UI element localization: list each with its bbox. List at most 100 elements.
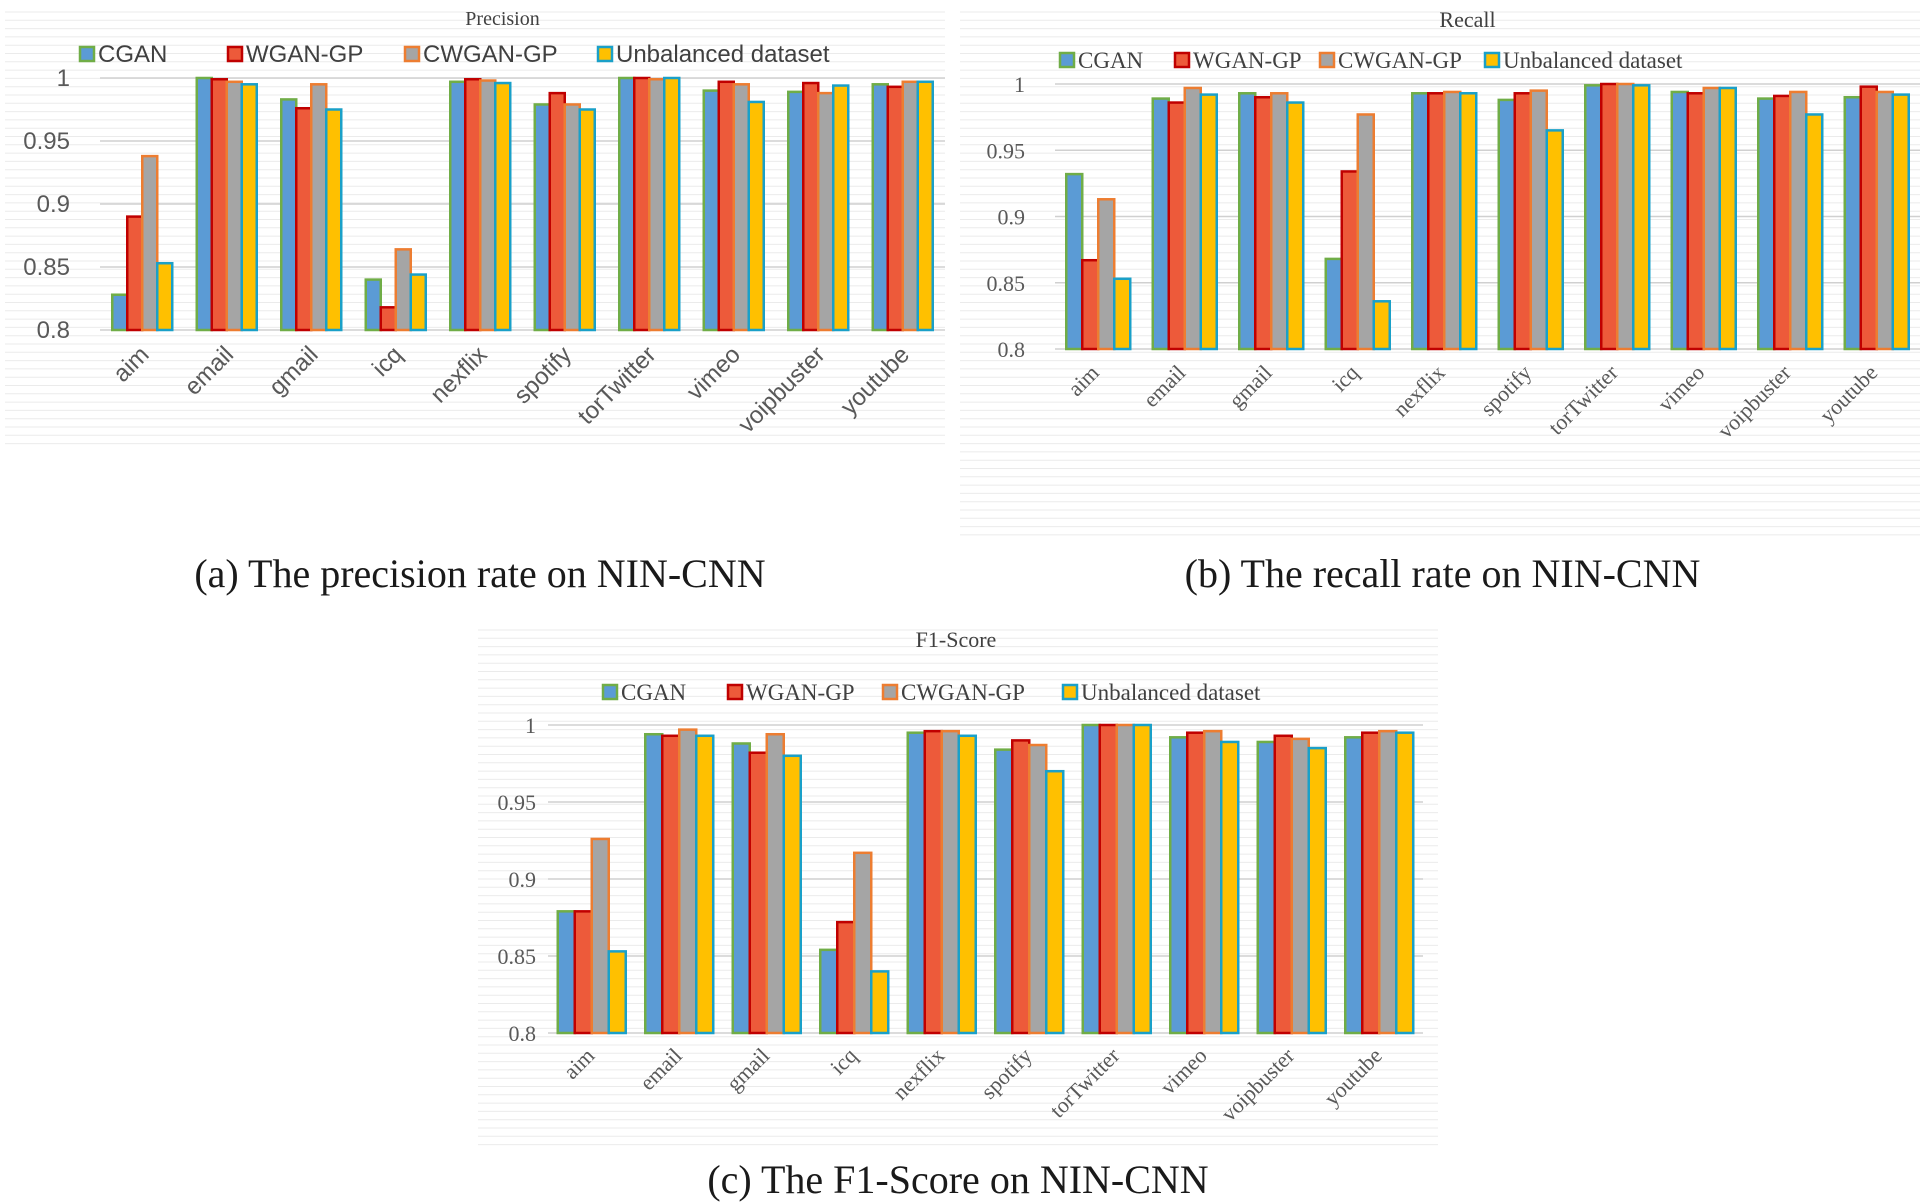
precision-bars: [111, 76, 934, 332]
f1-score-bars: [556, 723, 1415, 1035]
precision-bar-aim-cwgan-gp: [141, 154, 159, 332]
precision-category-label: vimeo: [682, 341, 746, 405]
f1-score-bar-spotify-unbalanced-dataset: [1045, 769, 1065, 1035]
caption-f1-score: (c) The F1-Score on NIN-CNN: [707, 1157, 1209, 1202]
recall-bar-icq-unbalanced-dataset: [1372, 300, 1391, 351]
f1-score-legend-label: CGAN: [621, 680, 687, 705]
recall-bar-tortwitter-cwgan-gp: [1616, 82, 1635, 351]
precision-bar-gmail-cgan: [280, 98, 298, 332]
recall-bar-aim-unbalanced-dataset: [1113, 277, 1132, 351]
f1-score-bar-youtube-cwgan-gp: [1378, 729, 1398, 1035]
f1-score-bar-youtube-cgan: [1344, 736, 1364, 1035]
precision-bar-gmail-wgan-gp: [295, 106, 313, 332]
f1-score-bar-tortwitter-cwgan-gp: [1115, 723, 1135, 1035]
f1-score-bar-nexflix-cgan: [906, 731, 926, 1035]
recall-legend-item-cgan: CGAN: [1058, 48, 1144, 73]
f1-score-bar-email-unbalanced-dataset: [695, 734, 715, 1035]
recall-bar-voipbuster-cgan: [1757, 97, 1776, 351]
recall-chart-svg: Recall CGAN WGAN-GP CWGAN-GP Unbalanced data…: [960, 7, 1920, 536]
recall-legend-label: WGAN-GP: [1193, 48, 1302, 73]
f1-score-bar-vimeo-cwgan-gp: [1203, 729, 1223, 1035]
recall-y-tick-label: 0.8: [998, 337, 1026, 362]
precision-legend-item-unbalanced-dataset: Unbalanced dataset: [596, 41, 830, 68]
f1-score-chart-title: F1-Score: [916, 627, 997, 652]
f1-score-legend-item-unbalanced-dataset: Unbalanced dataset: [1061, 680, 1261, 705]
precision-category-label: nexflix: [425, 341, 492, 408]
f1-score-legend-swatch: [881, 683, 899, 701]
precision-y-tick-label: 0.95: [23, 128, 70, 155]
precision-legend-item-cgan: CGAN: [78, 41, 167, 68]
precision-bar-youtube-cwgan-gp: [901, 80, 919, 332]
f1-score-bar-voipbuster-cwgan-gp: [1290, 737, 1310, 1035]
recall-bar-nexflix-cwgan-gp: [1443, 90, 1462, 351]
f1-score-legend-swatch: [1061, 683, 1079, 701]
recall-bar-spotify-cgan: [1497, 98, 1516, 351]
f1-score-bar-aim-cgan: [556, 910, 576, 1035]
precision-legend-item-wgan-gp: WGAN-GP: [226, 41, 363, 68]
f1-score-bar-spotify-wgan-gp: [1011, 739, 1031, 1035]
caption-precision: (a) The precision rate on NIN-CNN: [194, 551, 766, 596]
precision-legend-label: CGAN: [98, 41, 167, 68]
precision-bar-email-unbalanced-dataset: [240, 83, 258, 332]
recall-bar-gmail-cgan: [1238, 92, 1257, 351]
f1-score-bar-spotify-cwgan-gp: [1028, 743, 1048, 1035]
f1-score-bar-vimeo-unbalanced-dataset: [1220, 740, 1240, 1035]
precision-bar-vimeo-wgan-gp: [717, 80, 735, 332]
f1-score-category-label: email: [635, 1043, 687, 1095]
precision-bar-youtube-cgan: [871, 83, 889, 332]
f1-score-y-tick-label: 0.85: [498, 944, 537, 969]
recall-category-label: vimeo: [1653, 360, 1710, 417]
recall-legend-swatch: [1173, 51, 1191, 69]
precision-legend-label: Unbalanced dataset: [616, 41, 830, 68]
recall-bar-spotify-cwgan-gp: [1529, 89, 1548, 351]
precision-category-label: gmail: [264, 341, 324, 401]
recall-legend-item-unbalanced-dataset: Unbalanced dataset: [1483, 48, 1683, 73]
precision-bar-icq-wgan-gp: [379, 306, 397, 332]
recall-bar-spotify-wgan-gp: [1513, 92, 1532, 351]
recall-bar-aim-wgan-gp: [1081, 258, 1100, 351]
precision-legend-label: WGAN-GP: [246, 41, 363, 68]
precision-category-label: voipbuster: [733, 341, 830, 438]
f1-score-legend-label: CWGAN-GP: [901, 680, 1025, 705]
precision-bar-email-wgan-gp: [210, 78, 228, 332]
f1-score-bar-tortwitter-cgan: [1081, 723, 1101, 1035]
recall-bar-gmail-wgan-gp: [1254, 96, 1273, 351]
recall-bars: [1065, 82, 1910, 351]
f1-score-legend-swatch: [726, 683, 744, 701]
precision-category-label: aim: [108, 341, 154, 387]
recall-legend-label: CGAN: [1078, 48, 1144, 73]
precision-legend-swatch: [226, 45, 244, 63]
f1-score-legend-item-cwgan-gp: CWGAN-GP: [881, 680, 1025, 705]
recall-bar-gmail-cwgan-gp: [1270, 92, 1289, 351]
f1-score-bar-tortwitter-wgan-gp: [1098, 723, 1118, 1035]
precision-bar-tortwitter-cgan: [618, 76, 636, 332]
precision-legend-item-cwgan-gp: CWGAN-GP: [403, 41, 558, 68]
f1-score-bar-youtube-unbalanced-dataset: [1395, 731, 1415, 1035]
recall-category-label: voipbuster: [1712, 359, 1796, 443]
f1-score-bar-voipbuster-unbalanced-dataset: [1307, 746, 1327, 1035]
precision-bar-email-cgan: [195, 76, 213, 332]
precision-legend-label: CWGAN-GP: [423, 41, 558, 68]
precision-bar-aim-wgan-gp: [126, 215, 144, 332]
precision-bar-spotify-wgan-gp: [548, 91, 566, 332]
recall-y-tick-label: 0.9: [998, 205, 1026, 230]
precision-bar-gmail-unbalanced-dataset: [325, 108, 343, 332]
precision-bar-voipbuster-unbalanced-dataset: [832, 84, 850, 332]
f1-score-bar-email-wgan-gp: [661, 734, 681, 1035]
precision-bar-voipbuster-wgan-gp: [802, 81, 820, 332]
f1-score-bar-icq-cwgan-gp: [853, 851, 873, 1035]
f1-score-bar-icq-wgan-gp: [836, 920, 856, 1035]
recall-chart-title: Recall: [1439, 7, 1495, 32]
f1-score-bar-aim-cwgan-gp: [590, 837, 610, 1035]
recall-bar-tortwitter-wgan-gp: [1600, 82, 1619, 351]
precision-bar-vimeo-unbalanced-dataset: [747, 100, 765, 332]
recall-category-label: aim: [1063, 360, 1104, 401]
f1-score-bar-gmail-cgan: [731, 742, 751, 1035]
f1-score-bar-tortwitter-unbalanced-dataset: [1132, 723, 1152, 1035]
precision-bar-youtube-wgan-gp: [886, 85, 904, 332]
precision-bar-nexflix-unbalanced-dataset: [494, 81, 512, 332]
recall-bar-icq-cgan: [1324, 257, 1343, 351]
f1-score-bar-email-cwgan-gp: [678, 728, 698, 1035]
recall-bar-tortwitter-unbalanced-dataset: [1632, 84, 1651, 351]
